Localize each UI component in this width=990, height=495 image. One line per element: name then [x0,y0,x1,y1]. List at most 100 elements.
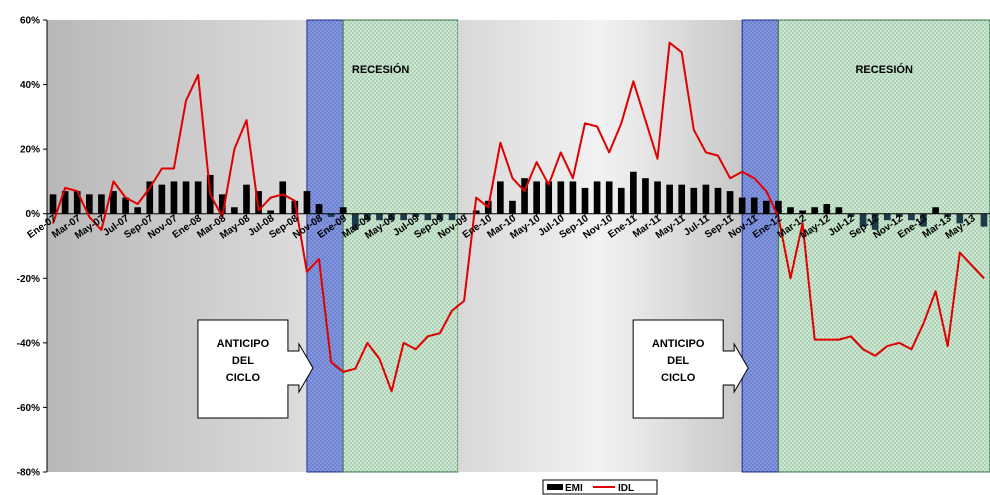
recession-label: RECESIÓN [352,63,410,76]
emi-bar [122,197,129,214]
emi-bar [231,207,238,214]
emi-bar [557,181,565,214]
emi-bar [376,213,383,221]
emi-bar [823,204,831,214]
idl-series-line [52,41,985,393]
emi-bar [400,213,407,221]
y-tick-label: -80% [17,468,40,479]
y-tick-label: -20% [17,274,40,285]
emi-bar [291,200,299,214]
y-axis: 60% 40% 20% 0% -20% -40% -60% -80% [17,16,48,479]
recession-labels: RECESIÓN RECESIÓN [352,63,913,76]
callout-text: DEL [667,355,689,367]
emi-bar [182,181,190,214]
callouts: ANTICIPO DEL CICLO ANTICIPO DEL CICLO [197,319,749,419]
emi-bars [49,171,988,230]
emi-bar [581,187,589,214]
emi-bar [85,194,93,214]
callout-text: ANTICIPO [217,338,270,350]
emi-bar [702,184,710,214]
emi-bar [279,181,287,214]
emi-bar [666,184,673,214]
emi-bar [593,181,601,214]
y-tick-label: 40% [20,80,40,91]
callout-text: CICLO [226,372,261,384]
emi-bar [351,213,359,230]
emi-bar [630,171,637,214]
emi-bar [932,207,939,214]
emi-bar [871,213,879,230]
callout-text: ANTICIPO [652,338,705,350]
emi-bar [497,181,504,214]
emi-bar [678,184,686,214]
shaded-regions [47,19,990,473]
emi-bar [303,191,311,214]
emi-bar [605,181,613,214]
emi-bar [714,187,722,214]
emi-bar [690,187,698,214]
emi-bar [545,181,553,214]
emi-bar [267,210,274,214]
emi-bar [533,181,540,214]
y-tick-label: 60% [20,16,40,27]
emi-bar [98,194,105,214]
emi-bar [521,178,528,214]
emi-bar [218,194,226,214]
emi-bar [134,207,141,214]
emi-bar [654,181,661,214]
emi-bar [509,200,516,214]
emi-bar [763,200,770,214]
region-anticipation [741,19,779,473]
legend-label-idl: IDL [618,483,634,494]
emi-bar [158,184,166,214]
legend-swatch-emi [547,484,563,490]
emi-bar [255,191,262,214]
emi-bar [448,213,456,221]
y-tick-label: 0% [26,209,41,220]
emi-bar [835,207,843,214]
region-recession [777,19,990,473]
emi-bar [750,197,758,214]
emi-bar [799,210,806,214]
emi-bar [61,191,69,214]
y-tick-label: 20% [20,145,40,156]
emi-bar [811,207,819,214]
emi-bar [110,191,117,214]
legend-label-emi: EMI [565,483,583,494]
callout-text: DEL [232,355,254,367]
emi-bar [642,178,649,214]
emi-bar [472,210,480,214]
emi-bar [956,213,964,224]
emi-bar [146,181,154,214]
emi-bar [775,200,782,214]
emi-bar [436,213,444,221]
emi-bar [364,213,371,221]
emi-bar [194,181,202,214]
y-tick-label: -60% [17,403,40,414]
emi-bar [327,213,335,217]
emi-bar [49,194,57,214]
y-tick-label: -40% [17,338,40,349]
emi-bar [787,207,794,214]
emi-bar [908,213,915,221]
emi-bar [859,213,867,227]
emi-bar [424,213,432,221]
emi-bar [726,191,734,214]
callout-arrow-box [632,319,749,419]
emi-bar [315,204,323,214]
emi-bar [388,213,395,221]
callout-text: CICLO [661,372,696,384]
recession-label: RECESIÓN [855,63,913,76]
emi-bar [569,181,577,214]
emi-bar [73,191,81,214]
region-anticipation [306,19,344,473]
legend: EMI IDL [542,479,658,495]
emi-bar [738,197,746,214]
idl-line [52,41,985,393]
emi-bar [980,213,988,227]
emi-bar [339,207,347,214]
region-recession [342,19,459,473]
callout-arrow-box [197,319,314,419]
emi-bar [617,187,625,214]
